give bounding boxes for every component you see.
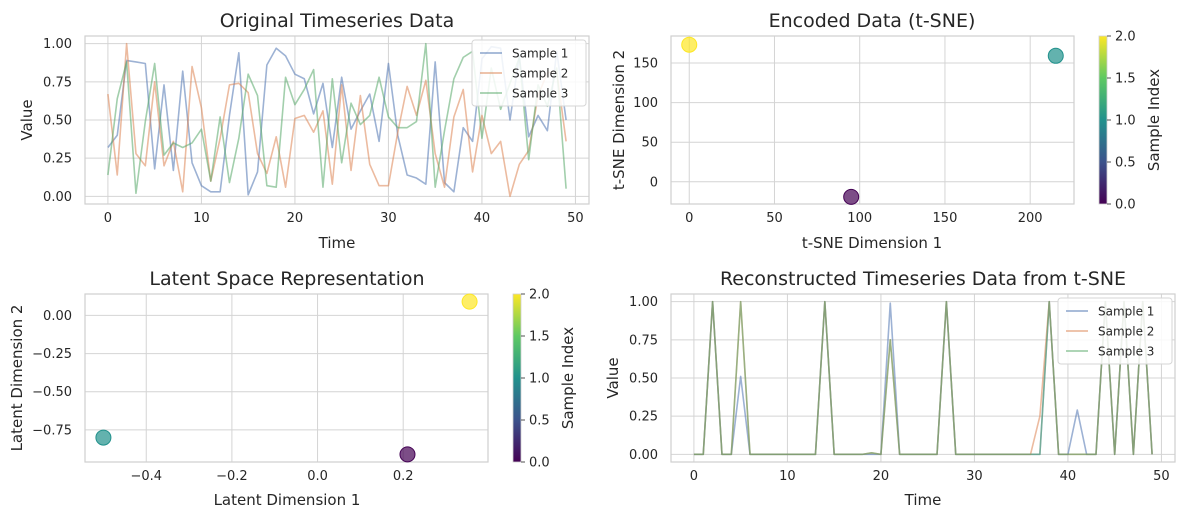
scatter-point-0 xyxy=(399,446,416,463)
y-axis-label: Value xyxy=(604,357,622,398)
x-tick-label: 50 xyxy=(766,211,783,226)
colorbar-gradient xyxy=(1098,35,1108,205)
y-tick-label: 150 xyxy=(633,56,658,71)
x-tick-label: 200 xyxy=(1018,211,1043,226)
y-tick-label: −0.25 xyxy=(32,347,72,362)
legend-entry: Sample 3 xyxy=(1098,345,1154,359)
y-tick-label: 0.00 xyxy=(629,448,658,463)
colorbar-tick-label: 0.5 xyxy=(1115,156,1136,171)
x-tick-label: 40 xyxy=(1060,469,1077,484)
colorbar-tick-label: 0.0 xyxy=(1115,198,1136,213)
y-tick-label: 1.00 xyxy=(43,37,72,52)
x-axis-label: Time xyxy=(904,491,942,509)
scatter-point-1 xyxy=(1047,47,1064,64)
colorbar-tick-label: 0.0 xyxy=(529,456,550,471)
chart-title: Original Timeseries Data xyxy=(220,10,455,32)
legend-entry: Sample 2 xyxy=(512,67,568,81)
original-timeseries-panel: Original Timeseries Data 0 10 20 30 40 50 0.00… xyxy=(18,10,590,252)
scatter-point-1 xyxy=(95,429,112,446)
x-tick-label: 20 xyxy=(287,211,304,226)
x-tick-label: 30 xyxy=(966,469,983,484)
y-tick-label: 0.00 xyxy=(43,190,72,205)
colorbar-label: Sample Index xyxy=(559,327,577,429)
plot-frame xyxy=(84,293,489,463)
x-tick-label: 100 xyxy=(847,211,872,226)
y-axis-label: t-SNE Dimension 2 xyxy=(610,50,628,190)
y-tick-label: −0.75 xyxy=(32,423,72,438)
plot-frame xyxy=(670,35,1075,205)
x-tick-label: 0 xyxy=(690,469,698,484)
x-axis-label: Time xyxy=(318,234,356,252)
y-tick-label: 50 xyxy=(641,136,658,151)
legend: Sample 1 Sample 2 Sample 3 xyxy=(1057,297,1173,365)
x-tick-label: 50 xyxy=(1153,469,1170,484)
colorbar-tick-label: 1.0 xyxy=(529,372,550,387)
y-tick-label: 0.75 xyxy=(629,333,658,348)
y-axis-label: Value xyxy=(18,99,36,140)
x-tick-label: 20 xyxy=(873,469,890,484)
legend-entry: Sample 1 xyxy=(1098,305,1154,319)
x-tick-label: 150 xyxy=(933,211,958,226)
legend-entry: Sample 1 xyxy=(512,47,568,61)
plot-frame xyxy=(84,35,590,205)
y-tick-label: 0.00 xyxy=(43,309,72,324)
colorbar-gradient xyxy=(512,293,522,463)
scatter-point-0 xyxy=(843,188,860,205)
y-tick-label: 0.25 xyxy=(43,152,72,167)
y-tick-label: 100 xyxy=(633,96,658,111)
legend-box xyxy=(1057,297,1173,365)
colorbar-tick-label: 2.0 xyxy=(529,288,550,303)
chart-title: Encoded Data (t-SNE) xyxy=(769,10,976,32)
x-tick-label: 40 xyxy=(474,211,491,226)
y-axis-label: Latent Dimension 2 xyxy=(8,305,26,452)
colorbar-tick-label: 2.0 xyxy=(1115,30,1136,45)
x-tick-label: 0.2 xyxy=(393,469,414,484)
legend-box xyxy=(471,39,587,107)
series-line-2 xyxy=(107,42,567,198)
chart-title: Latent Space Representation xyxy=(149,268,424,290)
x-tick-label: 0.0 xyxy=(307,469,328,484)
reconstructed-timeseries-panel: Reconstructed Timeseries Data from t-SNE… xyxy=(604,268,1176,509)
colorbar-tick-label: 1.5 xyxy=(1115,72,1136,87)
x-tick-label: 10 xyxy=(779,469,796,484)
colorbar-tick-label: 0.5 xyxy=(529,414,550,429)
tsne-encoded-panel: Encoded Data (t-SNE) 0 50 100 150 200 0 50 100 1… xyxy=(610,10,1163,252)
colorbar-tick-label: 1.0 xyxy=(1115,114,1136,129)
legend-entry: Sample 2 xyxy=(1098,325,1154,339)
colorbar: 0.0 0.5 1.0 1.5 2.0 Sample Index xyxy=(512,288,577,471)
x-axis-label: t-SNE Dimension 1 xyxy=(802,234,942,252)
y-tick-label: 0.75 xyxy=(43,75,72,90)
scatter-point-2 xyxy=(681,36,698,53)
x-tick-label: −0.2 xyxy=(216,469,248,484)
colorbar-tick-label: 1.5 xyxy=(529,330,550,345)
scatter-point-2 xyxy=(461,293,478,310)
y-tick-label: 0.25 xyxy=(629,410,658,425)
y-tick-label: 0.50 xyxy=(43,114,72,129)
x-tick-label: 10 xyxy=(193,211,210,226)
legend-entry: Sample 3 xyxy=(512,87,568,101)
chart-title: Reconstructed Timeseries Data from t-SNE xyxy=(720,268,1126,290)
x-tick-label: −0.4 xyxy=(130,469,162,484)
plot-frame xyxy=(670,293,1176,463)
x-tick-label: 0 xyxy=(685,211,693,226)
x-tick-label: 50 xyxy=(567,211,584,226)
colorbar: 0.0 0.5 1.0 1.5 2.0 Sample Index xyxy=(1098,30,1163,213)
legend: Sample 1 Sample 2 Sample 3 xyxy=(471,39,587,107)
y-tick-label: 0 xyxy=(650,175,658,190)
x-axis-label: Latent Dimension 1 xyxy=(214,491,361,509)
colorbar-label: Sample Index xyxy=(1145,69,1163,171)
y-tick-label: −0.50 xyxy=(32,385,72,400)
y-tick-label: 0.50 xyxy=(629,372,658,387)
latent-space-panel: Latent Space Representation −0.4 −0.2 0.0 0… xyxy=(8,268,577,509)
y-tick-label: 1.00 xyxy=(629,295,658,310)
x-tick-label: 0 xyxy=(104,211,112,226)
series-line-3 xyxy=(693,300,1153,456)
x-tick-label: 30 xyxy=(380,211,397,226)
